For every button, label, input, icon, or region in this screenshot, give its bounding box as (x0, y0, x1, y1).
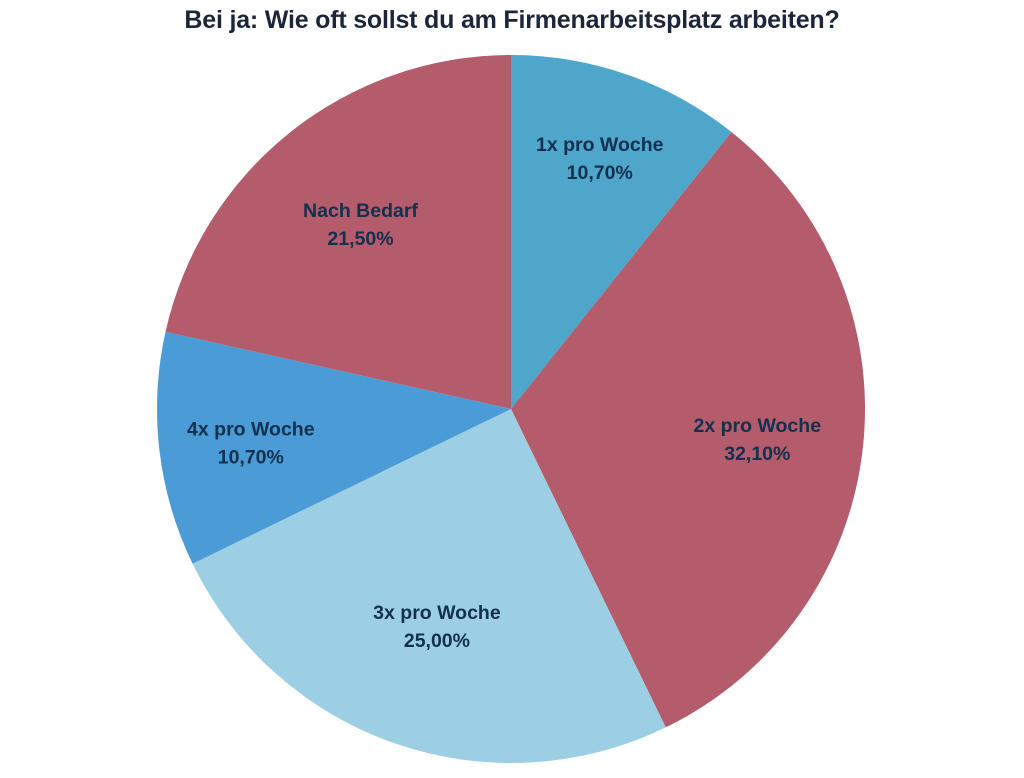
slice-value-label: 10,70% (218, 446, 284, 468)
pie-slice-4 (157, 331, 511, 564)
chart-title: Bei ja: Wie oft sollst du am Firmenarbei… (184, 6, 840, 34)
slice-category-label: Nach Bedarf (303, 200, 418, 222)
pie-slice-1 (511, 55, 732, 409)
slice-value-label: 25,00% (404, 630, 470, 652)
slice-value-label: 21,50% (327, 228, 393, 250)
slice-value-label: 10,70% (567, 162, 633, 184)
slice-value-label: 32,10% (724, 443, 790, 465)
slice-category-label: 4x pro Woche (187, 418, 315, 440)
slice-category-label: 2x pro Woche (694, 415, 822, 437)
pie-slice-3 (192, 409, 666, 764)
slice-category-label: 1x pro Woche (536, 134, 664, 156)
pie-slice-5 (165, 55, 512, 409)
pie-slice-2 (511, 132, 865, 728)
slice-category-label: 3x pro Woche (373, 602, 501, 624)
